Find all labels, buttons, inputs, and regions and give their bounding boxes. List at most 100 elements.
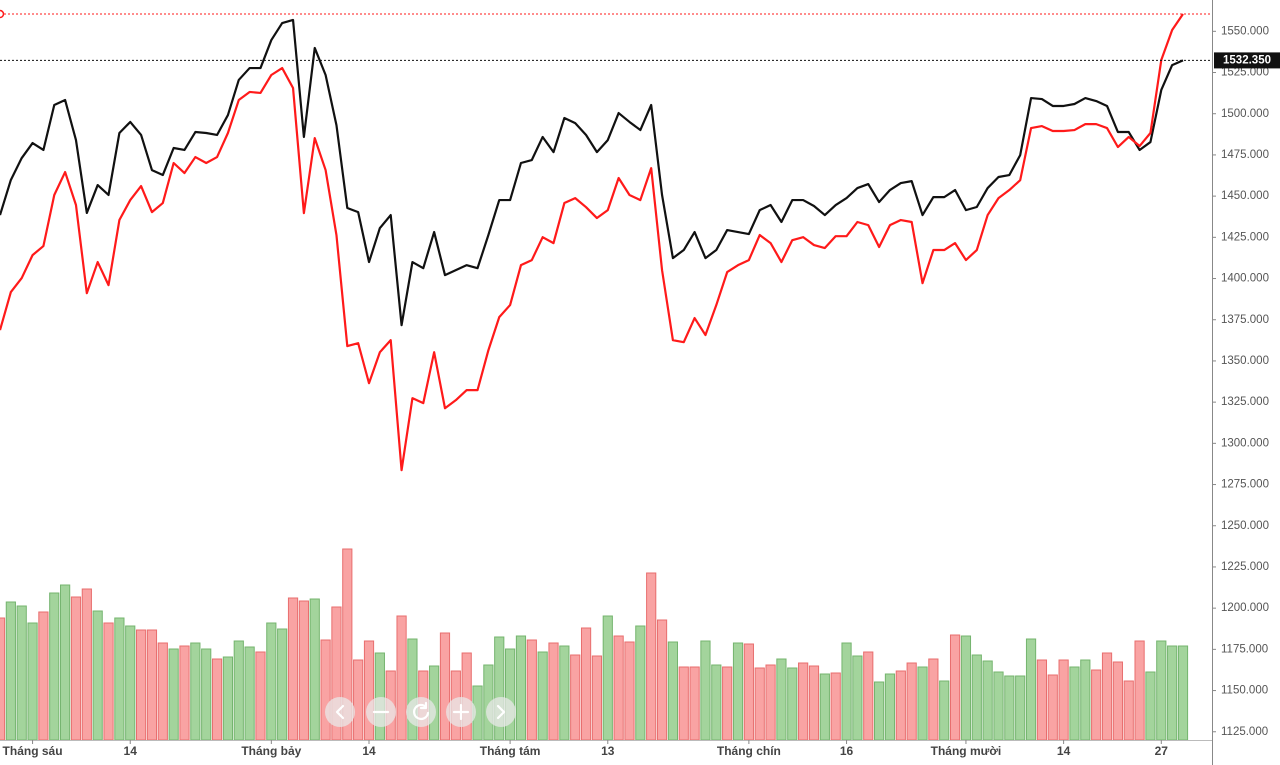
volume-bar	[808, 665, 820, 741]
y-tick-label: 1525.000	[1221, 67, 1269, 79]
y-tick-label: 1375.000	[1221, 314, 1269, 326]
volume-bar	[570, 654, 581, 741]
y-tick-label: 1225.000	[1221, 561, 1269, 573]
y-tick-label: 1250.000	[1221, 520, 1269, 532]
volume-bar	[49, 592, 60, 741]
y-tick-label: 1200.000	[1221, 602, 1269, 614]
volume-bar	[949, 634, 961, 741]
volume-bar	[613, 635, 624, 741]
volume-bar	[548, 642, 559, 741]
x-tick-label: Tháng tám	[480, 744, 541, 758]
volume-bar	[537, 651, 548, 741]
volume-bar	[743, 643, 754, 741]
reset-button[interactable]	[406, 697, 436, 727]
x-tick-label: 14	[124, 744, 138, 758]
volume-bar	[1123, 680, 1134, 741]
y-tick-label: 1150.000	[1221, 685, 1268, 697]
volume-bar	[624, 641, 635, 741]
volume-bar	[754, 667, 765, 741]
volume-bar	[711, 664, 722, 741]
volume-bar	[114, 617, 125, 741]
volume-bar	[1112, 661, 1123, 741]
volume-bar	[917, 666, 928, 741]
volume-bar	[179, 645, 190, 741]
volume-bar	[298, 600, 309, 741]
x-tick-label: Tháng sáu	[3, 744, 63, 758]
volume-bar	[787, 667, 798, 741]
volume-bar	[1177, 645, 1189, 741]
volume-bar	[559, 645, 570, 741]
volume-bar	[863, 651, 874, 741]
volume-bar	[1047, 674, 1058, 741]
volume-bar	[982, 660, 993, 741]
volume-bar	[526, 639, 537, 741]
x-tick-label: 27	[1155, 744, 1169, 758]
volume-bar	[1167, 645, 1178, 741]
zoom-in-button[interactable]	[446, 697, 476, 727]
volume-bar	[461, 652, 472, 741]
navigation-buttons	[325, 697, 516, 727]
volume-bar	[884, 673, 896, 741]
volume-bar	[244, 646, 255, 741]
volume-bar	[830, 672, 841, 741]
volume-layer	[0, 548, 1189, 741]
x-tick-label: 14	[362, 744, 376, 758]
y-tick-label: 1325.000	[1221, 396, 1269, 408]
volume-bar	[1101, 652, 1113, 741]
volume-bar	[287, 597, 299, 741]
zoom-out-button[interactable]	[366, 697, 396, 727]
volume-bar	[819, 673, 830, 741]
volume-bar	[993, 671, 1004, 741]
volume-bar	[439, 632, 451, 741]
volume-bar	[678, 666, 689, 741]
volume-bar	[233, 640, 244, 741]
volume-bar	[602, 615, 613, 741]
y-tick-label: 1425.000	[1221, 231, 1269, 243]
volume-bar	[81, 588, 92, 741]
volume-bar	[1015, 675, 1026, 741]
y-tick-label: 1450.000	[1221, 190, 1269, 202]
volume-bar	[222, 656, 234, 741]
y-tick-label: 1550.000	[1221, 25, 1269, 37]
volume-bar	[320, 639, 331, 741]
volume-bar	[515, 635, 527, 741]
volume-bar	[1025, 638, 1037, 741]
volume-bar	[1058, 659, 1069, 741]
y-tick-label: 1500.000	[1221, 108, 1269, 120]
volume-bar	[874, 681, 885, 741]
volume-bar	[277, 628, 288, 741]
volume-bar	[255, 651, 266, 741]
volume-bar	[646, 572, 657, 741]
price-line	[0, 13, 1184, 472]
volume-bar	[0, 617, 6, 741]
volume-bar	[146, 629, 158, 741]
y-tick-label: 1175.000	[1221, 643, 1268, 655]
y-tick-label: 1350.000	[1221, 355, 1269, 367]
volume-bar	[1080, 659, 1091, 741]
volume-bar	[591, 655, 603, 741]
volume-bar	[1134, 640, 1145, 741]
volume-bar	[722, 666, 733, 741]
volume-bar	[211, 658, 223, 741]
y-tick-label: 1300.000	[1221, 437, 1269, 449]
x-tick-label: Tháng chín	[717, 744, 781, 758]
volume-bar	[971, 654, 982, 741]
scroll-left-button[interactable]	[325, 697, 355, 727]
volume-bar	[103, 622, 114, 741]
volume-bar	[135, 629, 147, 741]
volume-bar	[1091, 669, 1102, 741]
volume-bar	[798, 662, 809, 741]
volume-bar	[309, 598, 320, 741]
last-value-marker	[0, 9, 5, 19]
volume-bar	[70, 596, 82, 741]
volume-bar	[667, 641, 678, 741]
x-tick-label: 13	[601, 744, 615, 758]
y-tick-label: 1275.000	[1221, 479, 1269, 491]
volume-bar	[939, 680, 950, 741]
volume-bar	[895, 670, 906, 741]
volume-bar	[27, 622, 38, 741]
scroll-right-button[interactable]	[486, 697, 516, 727]
volume-bar	[776, 658, 787, 741]
volume-bar	[852, 655, 863, 741]
volume-bar	[700, 640, 711, 741]
